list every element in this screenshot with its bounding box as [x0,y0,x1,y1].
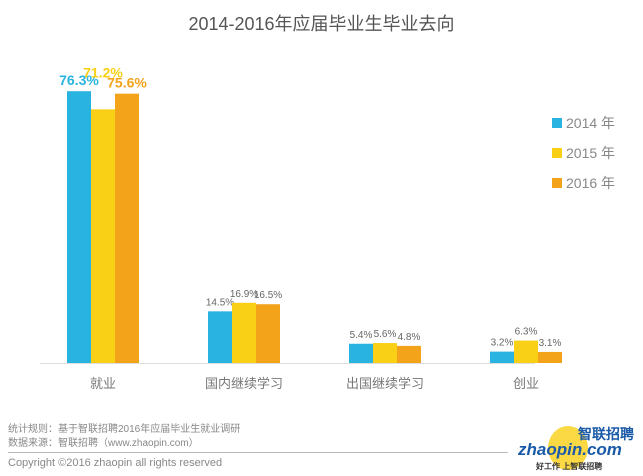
zhaopin-logo: 智联招聘 zhaopin.com 好工作 上智联招聘 [518,426,638,474]
bar-chart: 76.3%71.2%75.6% 就业 14.5%16.9%16.5% 国内继续学习 5.… [40,64,615,391]
category-label: 出国继续学习 [346,376,424,391]
bar [91,109,115,363]
data-label: 16.9% [230,289,258,300]
category-label: 就业 [90,376,116,391]
data-label: 4.8% [398,332,421,343]
bar [67,91,91,364]
data-label: 5.6% [374,329,397,340]
data-label: 75.6% [107,75,147,91]
data-label: 71.2% [83,64,123,80]
logo-en: zhaopin.com [518,440,622,459]
bar [514,340,538,363]
bar [490,351,514,363]
bar [349,343,373,363]
bar [208,311,232,363]
copyright: Copyright ©2016 zhaopin all rights reser… [8,457,223,469]
data-label: 3.1% [539,338,562,349]
data-label: 3.2% [491,338,514,349]
footer-divider [8,452,508,453]
legend-label: 2016 年 [566,175,615,191]
bar [373,343,397,363]
bar [397,345,421,363]
logo-circle [548,426,588,470]
bar [538,351,562,363]
legend-swatch [552,118,562,128]
chart-title: 2014-2016年应届毕业生毕业去向 [188,14,455,34]
bar [115,93,139,364]
bar [256,304,280,363]
logo-slogan: 好工作 上智联招聘 [536,462,603,471]
legend-swatch [552,178,562,188]
data-label: 6.3% [515,327,538,338]
data-label: 16.5% [254,290,282,301]
footer-rule: 统计规则：基于智联招聘2016年应届毕业生就业调研 [8,424,241,435]
legend-label: 2015 年 [566,145,615,161]
bar [232,302,256,363]
footer-source: 数据来源：智联招聘（www.zhaopin.com） [8,438,199,449]
data-label: 14.5% [206,297,234,308]
category-label: 创业 [513,376,539,391]
data-label: 5.4% [350,330,373,341]
logo-cn: 智联招聘 [578,426,634,442]
legend-label: 2014 年 [566,115,615,131]
category-label: 国内继续学习 [205,376,283,391]
data-label: 76.3% [59,72,99,88]
legend-swatch [552,148,562,158]
